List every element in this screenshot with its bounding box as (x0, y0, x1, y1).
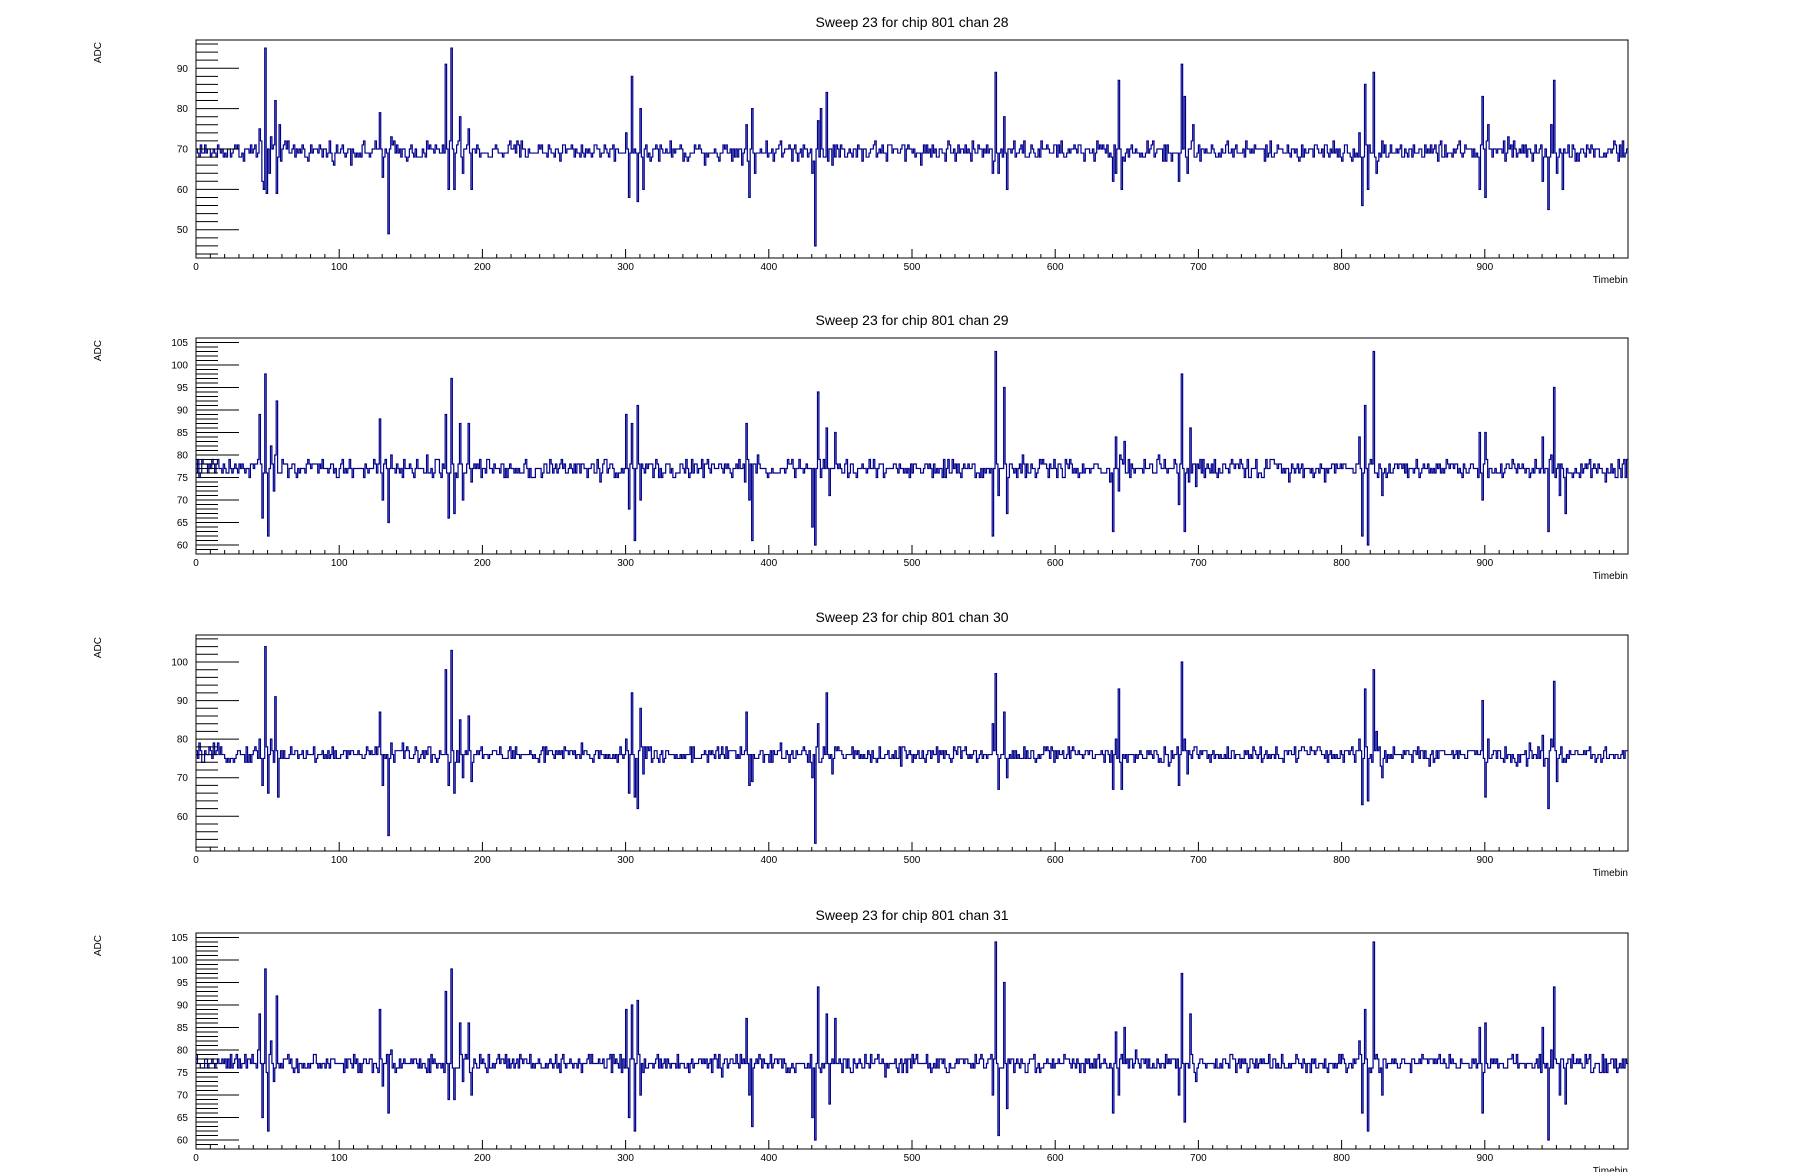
y-axis-label: ADC (93, 935, 104, 956)
y-tick-label: 50 (177, 225, 189, 236)
x-tick-label: 400 (760, 262, 777, 273)
plot-frame (195, 337, 1629, 555)
x-tick-label: 400 (760, 855, 777, 866)
x-tick-label: 600 (1047, 558, 1064, 569)
y-tick-label: 65 (177, 518, 189, 529)
adc-trace (196, 645, 1628, 844)
y-tick-label: 100 (171, 361, 188, 372)
x-axis-label: Timebin (1593, 1166, 1628, 1172)
y-axis-label: ADC (93, 42, 104, 63)
x-tick-label: 600 (1047, 855, 1064, 866)
x-tick-label: 200 (474, 855, 491, 866)
x-tick-label: 600 (1047, 262, 1064, 273)
chart-panel-2: Sweep 23 for chip 801 chan 29 ADC Timebin 0… (93, 312, 1629, 582)
y-tick-label: 65 (177, 1113, 189, 1124)
y-tick-label: 100 (171, 658, 188, 669)
x-tick-label: 700 (1190, 558, 1207, 569)
adc-trace (196, 350, 1628, 546)
y-axis-label: ADC (93, 340, 104, 361)
x-tick-label: 400 (760, 1153, 777, 1164)
y-tick-label: 60 (177, 812, 189, 823)
y-tick-label: 70 (177, 496, 189, 507)
y-tick-label: 70 (177, 145, 189, 156)
chart-panel-4: Sweep 23 for chip 801 chan 31 ADC Timebin 0… (93, 907, 1629, 1172)
y-tick-label: 80 (177, 735, 189, 746)
x-tick-label: 900 (1476, 558, 1493, 569)
x-tick-label: 300 (617, 262, 634, 273)
x-tick-label: 200 (474, 1153, 491, 1164)
x-tick-label: 200 (474, 262, 491, 273)
y-tick-label: 75 (177, 473, 189, 484)
y-tick-label: 95 (177, 383, 189, 394)
x-tick-label: 800 (1333, 262, 1350, 273)
y-tick-label: 80 (177, 1046, 189, 1057)
x-tick-label: 800 (1333, 558, 1350, 569)
y-tick-label: 60 (177, 185, 189, 196)
x-tick-label: 500 (904, 558, 921, 569)
y-tick-label: 85 (177, 428, 189, 439)
x-tick-label: 100 (331, 855, 348, 866)
x-tick-label: 0 (193, 558, 199, 569)
y-tick-label: 90 (177, 696, 189, 707)
x-tick-label: 0 (193, 262, 199, 273)
y-tick-label: 60 (177, 541, 189, 552)
x-tick-label: 100 (331, 262, 348, 273)
x-tick-label: 800 (1333, 855, 1350, 866)
x-tick-label: 300 (617, 1153, 634, 1164)
x-tick-label: 700 (1190, 1153, 1207, 1164)
x-tick-label: 100 (331, 558, 348, 569)
chart-title: Sweep 23 for chip 801 chan 31 (815, 907, 1008, 923)
y-tick-label: 70 (177, 1091, 189, 1102)
x-tick-label: 100 (331, 1153, 348, 1164)
y-tick-label: 80 (177, 104, 189, 115)
y-tick-label: 100 (171, 956, 188, 967)
chart-panel-1: Sweep 23 for chip 801 chan 28 ADC Timebin 0… (93, 14, 1629, 286)
x-tick-label: 900 (1476, 855, 1493, 866)
y-tick-label: 105 (171, 933, 188, 944)
y-tick-label: 95 (177, 978, 189, 989)
x-axis-label: Timebin (1593, 275, 1628, 286)
x-tick-label: 500 (904, 855, 921, 866)
y-tick-label: 105 (171, 338, 188, 349)
x-axis-label: Timebin (1593, 868, 1628, 879)
x-axis-label: Timebin (1593, 571, 1628, 582)
x-tick-label: 300 (617, 855, 634, 866)
x-tick-label: 800 (1333, 1153, 1350, 1164)
adc-trace (196, 47, 1628, 247)
y-tick-label: 70 (177, 773, 189, 784)
y-tick-label: 85 (177, 1023, 189, 1034)
x-tick-label: 0 (193, 1153, 199, 1164)
plot-frame (195, 634, 1629, 852)
x-tick-label: 600 (1047, 1153, 1064, 1164)
x-tick-label: 700 (1190, 262, 1207, 273)
y-tick-label: 90 (177, 64, 189, 75)
x-tick-label: 400 (760, 558, 777, 569)
chart-title: Sweep 23 for chip 801 chan 28 (815, 14, 1008, 30)
y-tick-label: 80 (177, 451, 189, 462)
x-tick-label: 500 (904, 262, 921, 273)
chart-title: Sweep 23 for chip 801 chan 30 (815, 609, 1008, 625)
x-tick-label: 300 (617, 558, 634, 569)
plot-frame (195, 932, 1629, 1150)
x-tick-label: 200 (474, 558, 491, 569)
y-axis-label: ADC (93, 637, 104, 658)
y-tick-label: 90 (177, 406, 189, 417)
y-tick-label: 90 (177, 1001, 189, 1012)
y-tick-label: 60 (177, 1136, 189, 1147)
x-tick-label: 0 (193, 855, 199, 866)
x-tick-label: 500 (904, 1153, 921, 1164)
x-tick-label: 700 (1190, 855, 1207, 866)
x-tick-label: 900 (1476, 1153, 1493, 1164)
adc-trace (196, 941, 1628, 1141)
x-tick-label: 900 (1476, 262, 1493, 273)
chart-title: Sweep 23 for chip 801 chan 29 (815, 312, 1008, 328)
y-tick-label: 75 (177, 1068, 189, 1079)
chart-panel-3: Sweep 23 for chip 801 chan 30 ADC Timebin 0… (93, 609, 1629, 879)
